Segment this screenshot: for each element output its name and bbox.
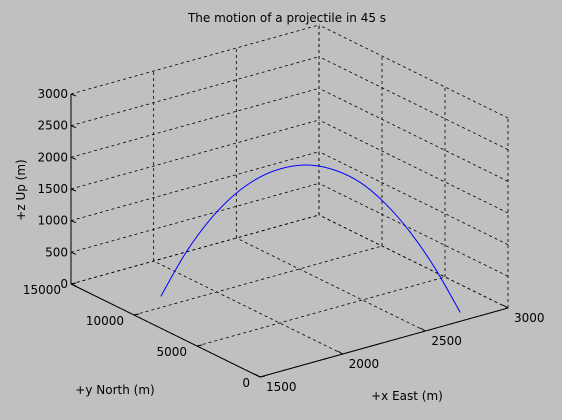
y-tick-label: 0 — [242, 376, 250, 390]
x-axis-label: +x East (m) — [371, 389, 443, 403]
y-tick-label: 10000 — [86, 314, 124, 328]
z-tick-label: 2500 — [37, 119, 68, 133]
y-tick-label: 15000 — [23, 283, 61, 297]
y-tick-label: 5000 — [156, 345, 187, 359]
chart-title: The motion of a projectile in 45 s — [187, 11, 386, 25]
z-tick-label: 2000 — [37, 150, 68, 164]
z-tick-label: 0 — [60, 277, 68, 291]
z-tick-label: 500 — [45, 245, 68, 259]
x-tick-label: 3000 — [514, 311, 545, 325]
x-tick-label: 2000 — [349, 357, 380, 371]
z-tick-label: 1500 — [37, 182, 68, 196]
x-tick-label: 2500 — [431, 334, 462, 348]
y-axis-label: +y North (m) — [75, 383, 154, 397]
z-tick-label: 1000 — [37, 214, 68, 228]
z-axis-label: +z Up (m) — [14, 159, 28, 220]
x-tick-label: 1500 — [266, 380, 297, 394]
z-tick-label: 3000 — [37, 87, 68, 101]
